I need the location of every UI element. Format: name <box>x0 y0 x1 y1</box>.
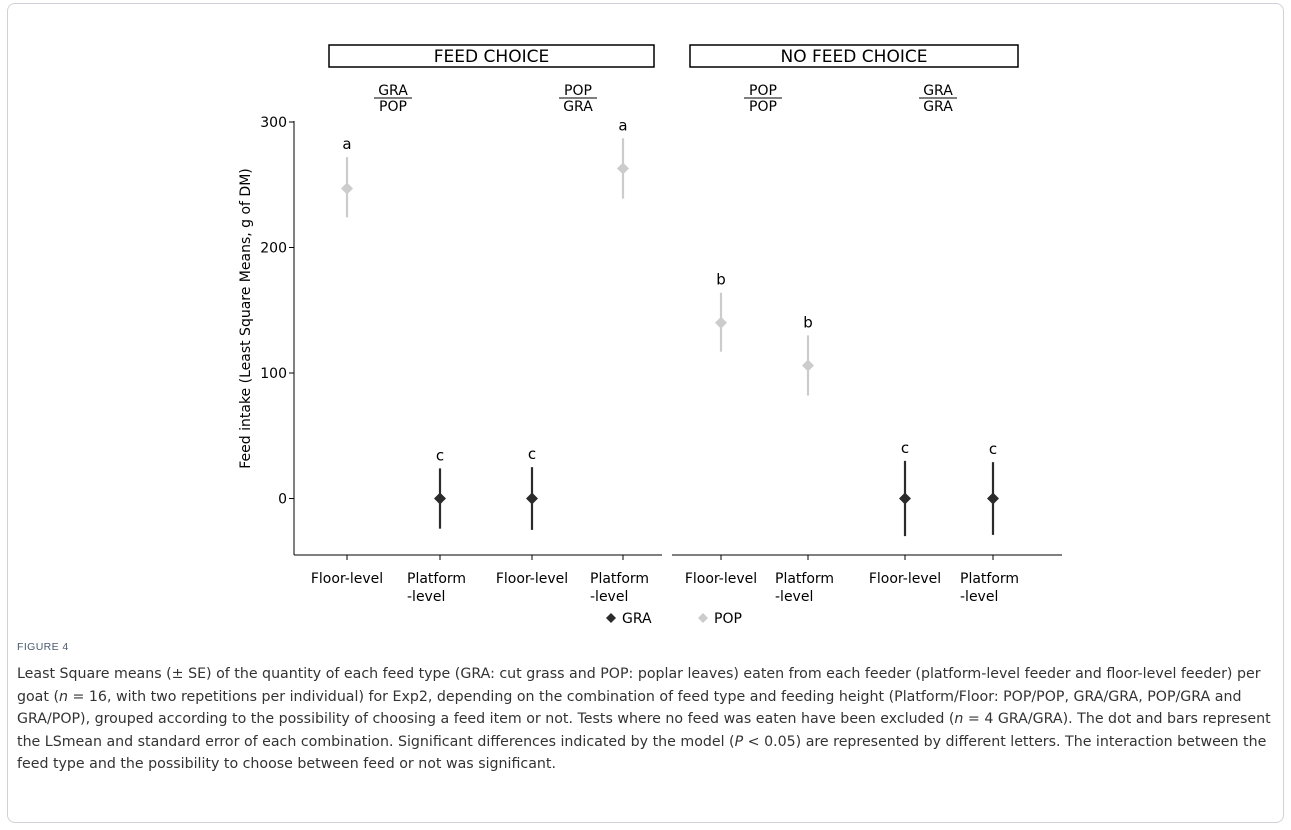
legend-marker-pop <box>698 613 708 623</box>
point-pop <box>802 359 814 372</box>
figure-caption: Least Square means (± SE) of the quantit… <box>17 663 1279 776</box>
y-tick-label: 0 <box>278 492 287 508</box>
y-tick-label: 300 <box>260 115 287 131</box>
combo-bottom-label: GRA <box>563 99 593 115</box>
x-tick-label: Floor-level <box>496 571 568 587</box>
figure-frame <box>7 3 1284 823</box>
combo-bottom-label: POP <box>749 99 777 115</box>
combo-bottom-label: GRA <box>923 99 953 115</box>
y-tick-label: 100 <box>260 366 287 382</box>
point-gra <box>987 492 999 505</box>
legend-label: POP <box>714 611 742 627</box>
y-tick-label: 200 <box>260 241 287 257</box>
point-pop <box>341 182 353 195</box>
x-tick-label: Platform <box>590 571 649 587</box>
combo-top-label: GRA <box>923 83 953 99</box>
x-tick-label: Platform <box>960 571 1019 587</box>
panel-label: NO FEED CHOICE <box>781 47 928 67</box>
combo-top-label: POP <box>564 83 592 99</box>
caption-segment: Least Square means (± SE) of the quantit… <box>17 666 1261 705</box>
caption-segment: = 4 GRA/GRA). The dot and bars represent… <box>17 711 1271 750</box>
significance-letter: c <box>436 446 444 464</box>
point-gra <box>899 492 911 505</box>
significance-letter: c <box>989 440 997 458</box>
x-tick-label: Platform <box>407 571 466 587</box>
legend-label: GRA <box>622 611 652 627</box>
panel-strip <box>328 44 655 68</box>
caption-segment: P <box>734 733 744 750</box>
caption-segment: = 16, with two repetitions per individua… <box>17 688 1242 728</box>
point-pop <box>617 162 629 175</box>
combo-bottom-label: POP <box>379 99 407 115</box>
caption-segment: n <box>59 688 68 705</box>
panel-strip <box>689 44 1019 68</box>
caption-segment: n <box>954 711 964 727</box>
legend-marker-gra <box>606 613 616 623</box>
x-tick-label: -level <box>960 589 998 605</box>
x-tick-label: Floor-level <box>685 571 757 587</box>
significance-letter: b <box>716 271 726 289</box>
x-tick-label: -level <box>407 589 445 605</box>
significance-letter: b <box>803 313 813 331</box>
combo-top-label: POP <box>749 83 777 99</box>
y-axis-title: Feed intake (Least Square Means, g of DM… <box>238 168 254 468</box>
x-tick-label: Platform <box>775 571 834 587</box>
significance-letter: a <box>618 116 627 134</box>
caption-segment: < 0.05) are represented by different let… <box>17 733 1267 773</box>
significance-letter: a <box>342 135 351 153</box>
figure-label: FIGURE 4 <box>17 641 69 653</box>
significance-letter: c <box>901 439 909 457</box>
x-tick-label: -level <box>775 589 813 605</box>
panel-label: FEED CHOICE <box>434 47 549 67</box>
x-tick-label: -level <box>590 589 628 605</box>
x-tick-label: Floor-level <box>311 571 383 587</box>
point-gra <box>526 492 538 505</box>
point-gra <box>434 492 446 505</box>
combo-top-label: GRA <box>378 83 408 99</box>
significance-letter: c <box>528 445 536 463</box>
point-pop <box>715 316 727 329</box>
x-tick-label: Floor-level <box>869 571 941 587</box>
